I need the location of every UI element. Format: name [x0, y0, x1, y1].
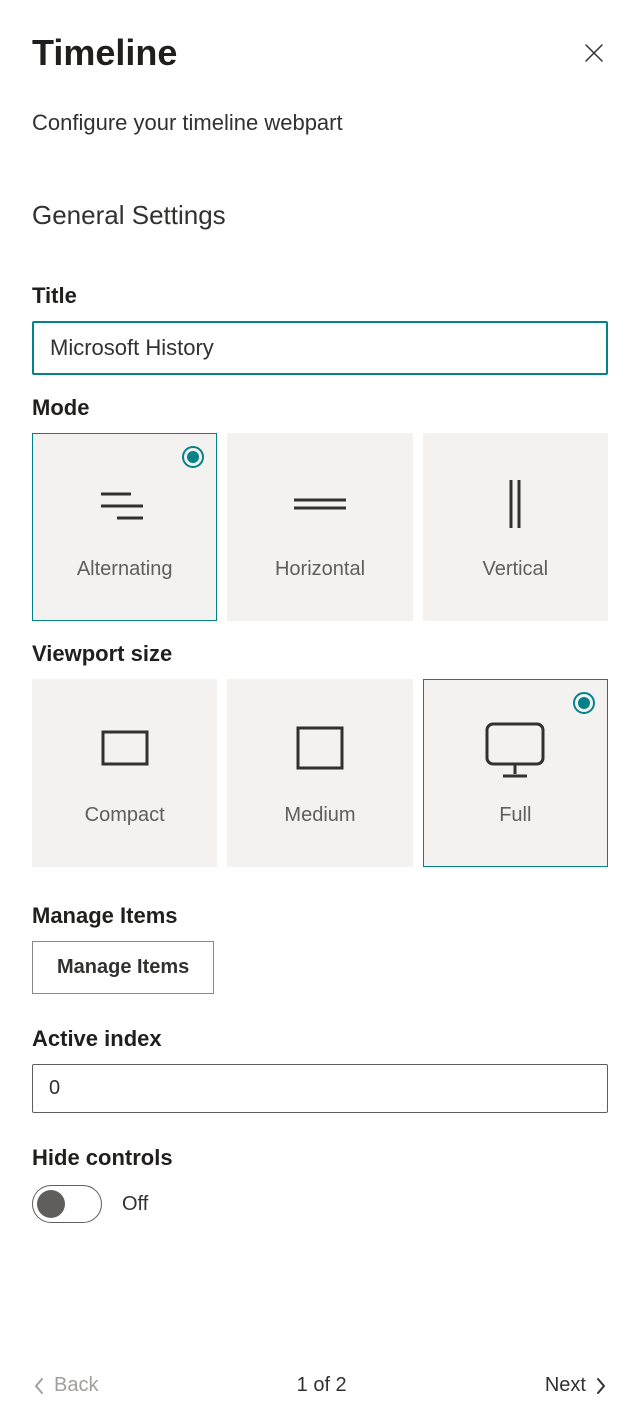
close-icon [584, 43, 604, 63]
medium-icon [288, 720, 352, 780]
toggle-knob-icon [37, 1190, 65, 1218]
mode-option-horizontal[interactable]: Horizontal [227, 433, 412, 621]
title-input[interactable] [32, 321, 608, 375]
panel-title: Timeline [32, 32, 177, 74]
hide-controls-label: Hide controls [32, 1145, 608, 1171]
hide-controls-state: Off [122, 1193, 148, 1216]
pager-text: 1 of 2 [297, 1374, 347, 1397]
section-heading-general: General Settings [32, 200, 608, 231]
viewport-option-medium[interactable]: Medium [227, 679, 412, 867]
active-index-input[interactable] [32, 1064, 608, 1113]
mode-option-label: Vertical [483, 558, 549, 581]
manage-items-button[interactable]: Manage Items [32, 941, 214, 994]
mode-option-alternating[interactable]: Alternating [32, 433, 217, 621]
title-field-label: Title [32, 283, 608, 309]
next-label: Next [545, 1374, 586, 1397]
viewport-options: Compact Medium Full [32, 679, 608, 867]
back-label: Back [54, 1374, 98, 1397]
timeline-config-panel: Timeline Configure your timeline webpart… [0, 0, 640, 1421]
mode-options: Alternating Horizontal Vertical [32, 433, 608, 621]
panel-footer: Back 1 of 2 Next [32, 1334, 608, 1397]
panel-header: Timeline [32, 32, 608, 74]
selected-indicator-icon [573, 692, 595, 714]
mode-option-label: Horizontal [275, 558, 365, 581]
next-button[interactable]: Next [545, 1374, 608, 1397]
viewport-option-full[interactable]: Full [423, 679, 608, 867]
viewport-option-label: Full [499, 804, 531, 827]
viewport-option-compact[interactable]: Compact [32, 679, 217, 867]
mode-field-label: Mode [32, 395, 608, 421]
hide-controls-toggle[interactable] [32, 1185, 102, 1223]
close-button[interactable] [580, 39, 608, 67]
back-button[interactable]: Back [32, 1374, 98, 1397]
viewport-field-label: Viewport size [32, 641, 608, 667]
mode-option-label: Alternating [77, 558, 173, 581]
viewport-option-label: Compact [85, 804, 165, 827]
mode-option-vertical[interactable]: Vertical [423, 433, 608, 621]
viewport-option-label: Medium [284, 804, 355, 827]
chevron-right-icon [594, 1377, 608, 1395]
chevron-left-icon [32, 1377, 46, 1395]
manage-items-label: Manage Items [32, 903, 608, 929]
selected-indicator-icon [182, 446, 204, 468]
horizontal-icon [288, 474, 352, 534]
active-index-label: Active index [32, 1026, 608, 1052]
compact-icon [93, 720, 157, 780]
vertical-icon [495, 474, 535, 534]
panel-subtitle: Configure your timeline webpart [32, 110, 608, 136]
alternating-icon [93, 474, 157, 534]
full-icon [479, 720, 551, 780]
hide-controls-toggle-row: Off [32, 1185, 608, 1223]
